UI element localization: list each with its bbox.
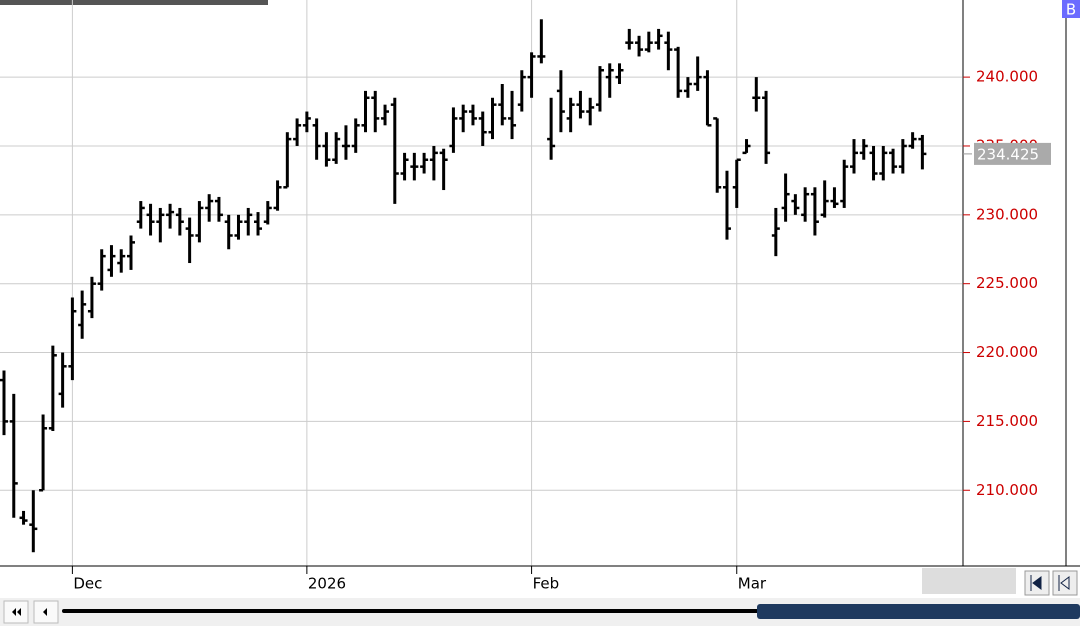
badge[interactable] <box>1062 0 1080 18</box>
y-tick-label: 225.000 <box>976 274 1038 292</box>
y-tick-label: 215.000 <box>976 412 1038 430</box>
badge-text: B <box>1066 1 1076 19</box>
scroll-fit-button[interactable] <box>1052 570 1078 596</box>
icon <box>43 608 47 616</box>
scroll-thumb[interactable] <box>757 604 1080 619</box>
toolbar-edge <box>0 0 268 5</box>
icon <box>1030 575 1042 591</box>
y-tick-label: 240.000 <box>976 68 1038 86</box>
axis-box <box>922 568 1016 594</box>
y-tick-label: 230.000 <box>976 205 1038 223</box>
x-tick-label: Feb <box>533 575 560 593</box>
last-price-box <box>974 142 1051 165</box>
icon <box>12 608 21 616</box>
last-price-label: 234.425 <box>977 145 1039 163</box>
y-tick-label: 210.000 <box>976 481 1038 499</box>
icon <box>1058 575 1070 591</box>
scroll-end-button[interactable] <box>1024 570 1050 596</box>
y-tick-label: 220.000 <box>976 343 1038 361</box>
x-tick-label: Mar <box>738 575 767 593</box>
x-tick-label: 2026 <box>308 575 346 593</box>
x-tick-label: Dec <box>73 575 102 593</box>
